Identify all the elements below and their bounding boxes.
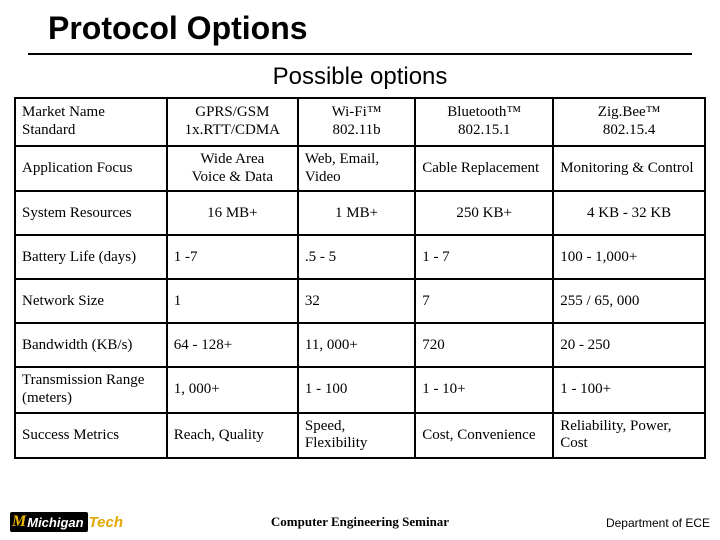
logo-michigan: Michigan	[27, 515, 83, 530]
cell: 16 MB+	[167, 191, 298, 235]
cell: 1	[167, 279, 298, 323]
cell: Cost, Convenience	[415, 413, 553, 458]
cell: 1 - 7	[415, 235, 553, 279]
cell: Zig.Bee™ 802.15.4	[553, 98, 705, 146]
cell: 1 - 10+	[415, 367, 553, 412]
comparison-table: Market Name Standard GPRS/GSM 1x.RTT/CDM…	[14, 97, 706, 459]
table-row: System Resources 16 MB+ 1 MB+ 250 KB+ 4 …	[15, 191, 705, 235]
footer-right: Department of ECE	[606, 516, 710, 530]
cell: 1 - 100+	[553, 367, 705, 412]
row-label: Transmission Range (meters)	[15, 367, 167, 412]
table-row: Transmission Range (meters) 1, 000+ 1 - …	[15, 367, 705, 412]
row-label: Network Size	[15, 279, 167, 323]
cell: 720	[415, 323, 553, 367]
cell: Wide Area Voice & Data	[167, 146, 298, 191]
cell: Reach, Quality	[167, 413, 298, 458]
cell: Web, Email, Video	[298, 146, 415, 191]
logo-m-icon: M	[12, 513, 26, 531]
cell: 7	[415, 279, 553, 323]
cell: .5 - 5	[298, 235, 415, 279]
table-row: Application Focus Wide Area Voice & Data…	[15, 146, 705, 191]
table-row: Success Metrics Reach, Quality Speed, Fl…	[15, 413, 705, 458]
logo-tech: Tech	[89, 514, 123, 531]
cell: 1, 000+	[167, 367, 298, 412]
cell: Speed, Flexibility	[298, 413, 415, 458]
row-label: Bandwidth (KB/s)	[15, 323, 167, 367]
logo: M Michigan Tech	[10, 512, 123, 532]
table-row: Bandwidth (KB/s) 64 - 128+ 11, 000+ 720 …	[15, 323, 705, 367]
row-label: Market Name Standard	[15, 98, 167, 146]
cell: 11, 000+	[298, 323, 415, 367]
cell: Wi-Fi™ 802.11b	[298, 98, 415, 146]
table-row: Market Name Standard GPRS/GSM 1x.RTT/CDM…	[15, 98, 705, 146]
cell: Bluetooth™ 802.15.1	[415, 98, 553, 146]
cell: 1 -7	[167, 235, 298, 279]
page-title: Protocol Options	[48, 10, 720, 47]
cell: 255 / 65, 000	[553, 279, 705, 323]
table-row: Battery Life (days) 1 -7 .5 - 5 1 - 7 10…	[15, 235, 705, 279]
cell: Monitoring & Control	[553, 146, 705, 191]
footer-center: Computer Engineering Seminar	[271, 514, 449, 530]
logo-badge: M Michigan	[10, 512, 88, 532]
row-label: System Resources	[15, 191, 167, 235]
row-label: Success Metrics	[15, 413, 167, 458]
cell: 64 - 128+	[167, 323, 298, 367]
subtitle: Possible options	[0, 63, 720, 91]
title-wrap: Protocol Options	[0, 0, 720, 49]
cell: 32	[298, 279, 415, 323]
table-row: Network Size 1 32 7 255 / 65, 000	[15, 279, 705, 323]
cell: Cable Replacement	[415, 146, 553, 191]
cell: 250 KB+	[415, 191, 553, 235]
cell: 20 - 250	[553, 323, 705, 367]
cell: 4 KB - 32 KB	[553, 191, 705, 235]
comparison-table-wrap: Market Name Standard GPRS/GSM 1x.RTT/CDM…	[0, 97, 720, 459]
row-label: Application Focus	[15, 146, 167, 191]
row-label: Battery Life (days)	[15, 235, 167, 279]
horizontal-rule	[28, 53, 692, 55]
cell: 100 - 1,000+	[553, 235, 705, 279]
cell: 1 MB+	[298, 191, 415, 235]
cell: GPRS/GSM 1x.RTT/CDMA	[167, 98, 298, 146]
slide: Protocol Options Possible options Market…	[0, 0, 720, 540]
footer: M Michigan Tech Computer Engineering Sem…	[0, 508, 720, 534]
cell: 1 - 100	[298, 367, 415, 412]
cell: Reliability, Power, Cost	[553, 413, 705, 458]
table-body: Market Name Standard GPRS/GSM 1x.RTT/CDM…	[15, 98, 705, 458]
